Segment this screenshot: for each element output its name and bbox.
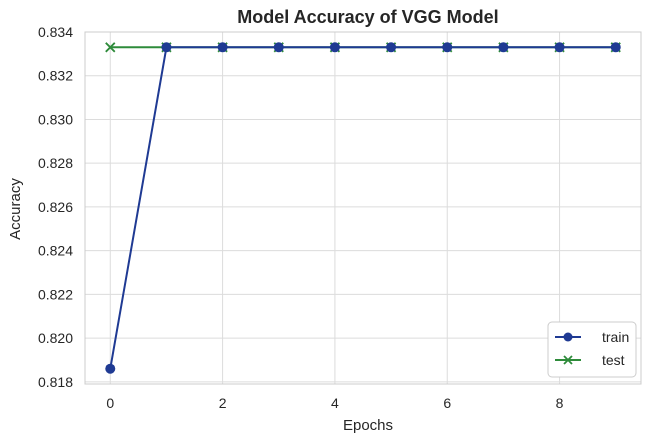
data-point-train [273, 42, 284, 53]
data-point-train [442, 42, 453, 53]
data-point-train [386, 42, 397, 53]
data-point-train [161, 42, 172, 53]
y-tick-label: 0.834 [38, 24, 73, 40]
y-axis-label: Accuracy [7, 178, 24, 240]
plot-frame [84, 31, 642, 385]
x-tick-label: 8 [556, 395, 564, 411]
y-tick-label: 0.822 [38, 286, 73, 302]
y-tick-label: 0.830 [38, 111, 73, 127]
legend-label-train: train [602, 329, 629, 345]
data-point-test [105, 42, 116, 53]
x-tick-label: 0 [106, 395, 114, 411]
legend-label-test: test [602, 352, 625, 368]
x-axis-label: Epochs [343, 417, 393, 434]
data-point-train [105, 363, 116, 374]
tick-labels: 0 2 4 6 8 0.818 0.820 0.822 0.824 0.826 0.828 0.830… [38, 24, 564, 411]
legend: train test [547, 321, 637, 378]
x-tick-label: 2 [219, 395, 227, 411]
y-tick-label: 0.832 [38, 68, 73, 84]
data-point-train [329, 42, 340, 53]
data-point-train [554, 42, 565, 53]
data-point-train [217, 42, 228, 53]
series-line-train [109, 46, 616, 369]
legend-marker-train [563, 332, 573, 342]
data-series [105, 42, 621, 374]
data-point-train [610, 42, 621, 53]
y-tick-label: 0.824 [38, 243, 73, 259]
y-tick-label: 0.828 [38, 155, 73, 171]
y-tick-label: 0.826 [38, 199, 73, 215]
x-tick-label: 4 [331, 395, 339, 411]
legend-marker-test [563, 355, 573, 365]
chart-title: Model Accuracy of VGG Model [237, 7, 498, 27]
x-tick-label: 6 [443, 395, 451, 411]
y-tick-label: 0.818 [38, 374, 73, 390]
y-tick-label: 0.820 [38, 330, 73, 346]
data-point-train [498, 42, 509, 53]
